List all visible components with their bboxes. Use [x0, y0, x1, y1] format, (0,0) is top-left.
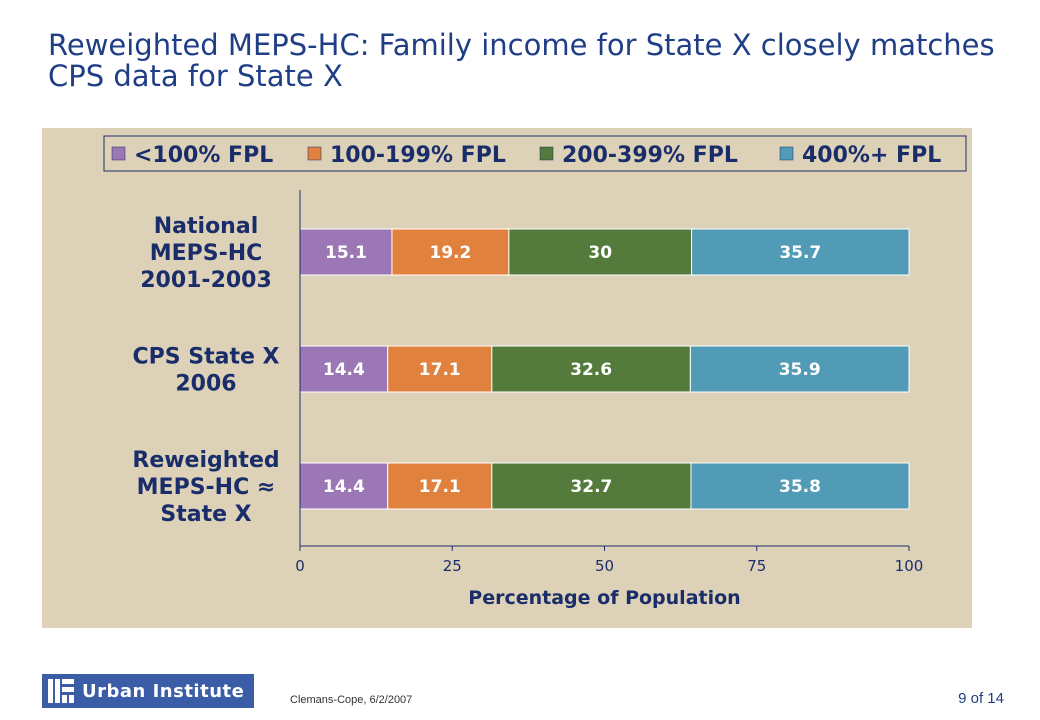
legend-swatch	[307, 146, 322, 161]
x-tick-label: 50	[595, 557, 614, 575]
category-label: CPS State X	[132, 345, 279, 370]
data-label: 14.4	[323, 477, 365, 497]
data-label: 17.1	[419, 360, 461, 380]
legend-box	[103, 135, 967, 172]
urban-institute-logo: Urban Institute	[42, 674, 254, 708]
legend-swatch	[111, 146, 126, 161]
legend-label: <100% FPL	[134, 143, 273, 168]
category-label: MEPS-HC ≈	[137, 475, 276, 500]
chart-panel: <100% FPL 100-199% FPL 200-399% FPL 400%+ F…	[42, 128, 972, 628]
x-tick-label: 100	[895, 557, 924, 575]
logo-mark-icon	[48, 679, 74, 703]
bar-segment	[691, 228, 910, 276]
legend-swatch	[539, 146, 554, 161]
data-label: 17.1	[419, 477, 461, 497]
data-label: 32.7	[570, 477, 612, 497]
legend-label: 100-199% FPL	[330, 143, 506, 168]
x-tick-label: 25	[443, 557, 462, 575]
bar-segment	[387, 462, 493, 510]
category-label: State X	[160, 502, 251, 527]
data-label: 15.1	[325, 243, 367, 263]
stacked-bar-chart: <100% FPL 100-199% FPL 200-399% FPL 400%+ F…	[103, 135, 967, 609]
bar-segment	[299, 462, 389, 510]
legend-label: 200-399% FPL	[562, 143, 738, 168]
legend-label: 400%+ FPL	[802, 143, 941, 168]
x-tick-label: 75	[747, 557, 766, 575]
category-label: MEPS-HC	[150, 241, 263, 266]
category-label: 2006	[175, 372, 236, 397]
bar-segment	[299, 228, 393, 276]
logo-text: Urban Institute	[82, 680, 245, 702]
bar-segment	[689, 345, 910, 393]
bar-segment	[690, 462, 910, 510]
x-axis-title: Percentage of Population	[468, 587, 740, 609]
data-label: 19.2	[429, 243, 471, 263]
category-label: Reweighted	[132, 448, 279, 473]
bar-segment	[491, 462, 692, 510]
bar-segment	[387, 345, 493, 393]
bar-segment	[491, 345, 691, 393]
data-label: 35.7	[779, 243, 821, 263]
page-number: 9 of 14	[958, 690, 1004, 707]
slide-title: Reweighted MEPS-HC: Family income for St…	[48, 28, 995, 93]
data-label: 14.4	[323, 360, 365, 380]
bar-segment	[391, 228, 510, 276]
data-label: 35.9	[779, 360, 821, 380]
data-label: 32.6	[570, 360, 612, 380]
category-label: 2001-2003	[140, 268, 272, 293]
data-label: 35.8	[779, 477, 821, 497]
legend-swatch	[779, 146, 794, 161]
data-label: 30	[588, 243, 612, 263]
category-label: National	[154, 214, 258, 239]
x-tick-label: 0	[295, 557, 305, 575]
footer-credit: Clemans-Cope, 6/2/2007	[290, 694, 413, 706]
